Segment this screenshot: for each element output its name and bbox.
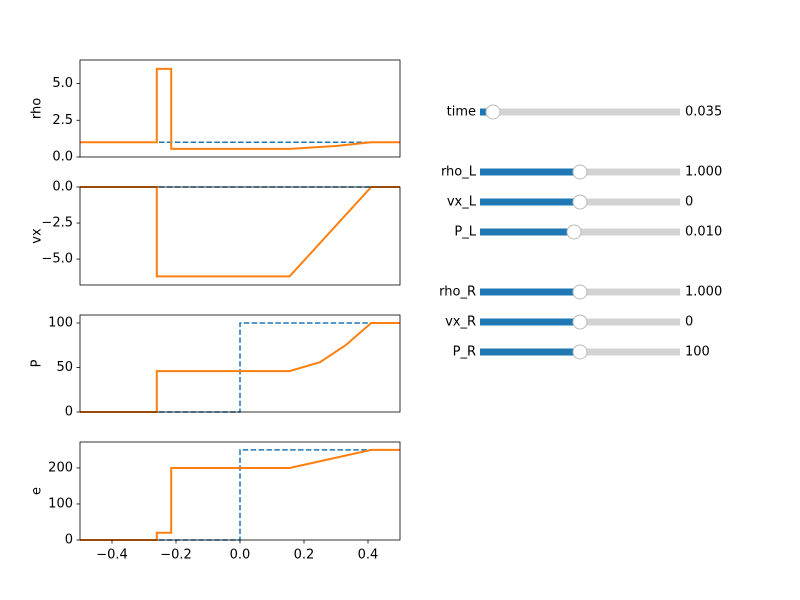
slider-handle[interactable] [572, 314, 588, 330]
slider-value: 1.000 [685, 285, 722, 300]
slider-value: 1.000 [685, 165, 722, 180]
plot-area [80, 187, 400, 285]
slider-label: P_R [453, 345, 476, 360]
slider-value: 0 [685, 315, 693, 330]
slider-handle[interactable] [572, 194, 588, 210]
series-line [80, 67, 400, 150]
slider-fill [480, 348, 580, 356]
slider-fill [480, 228, 574, 236]
y-tick-label: 0 [65, 405, 73, 420]
slider[interactable]: time 0.035 [447, 104, 723, 120]
y-tick-label: 200 [48, 460, 73, 475]
y-tick-label: 0 [65, 533, 73, 548]
x-tick-label: 0.4 [358, 548, 379, 563]
y-tick-label: 0.0 [52, 150, 73, 165]
slider-track[interactable] [480, 108, 680, 116]
slider[interactable]: P_L 0.010 [454, 224, 722, 240]
slider-handle[interactable] [572, 284, 588, 300]
series-line [80, 448, 400, 541]
axes-frame [79, 186, 401, 286]
y-tick-label: 0.0 [52, 180, 73, 195]
slider-handle[interactable] [485, 104, 501, 120]
y-tick-label: 50 [56, 360, 73, 375]
slider[interactable]: rho_L 1.000 [441, 164, 722, 180]
y-axis-label: P [30, 359, 45, 367]
slider-value: 100 [685, 345, 710, 360]
slider[interactable]: vx_R 0 [445, 314, 693, 330]
slider-label: rho_R [439, 285, 476, 300]
slider-label: rho_L [441, 165, 477, 180]
slider-fill [480, 288, 580, 296]
slider-label: vx_L [447, 195, 477, 210]
slider-label: time [447, 105, 476, 120]
y-axis-label: e [30, 487, 45, 495]
slider-value: 0.035 [685, 105, 722, 120]
x-tick-label: 0.2 [294, 548, 315, 563]
slider-value: 0.010 [685, 225, 722, 240]
y-tick-label: −2.5 [41, 216, 73, 231]
slider[interactable]: P_R 100 [453, 344, 710, 360]
slider-value: 0 [685, 195, 693, 210]
y-axis-label: vx [30, 228, 45, 244]
slider-fill [480, 318, 580, 326]
slider-label: P_L [454, 225, 476, 240]
x-tick-label: −0.4 [96, 548, 128, 563]
y-tick-label: 2.5 [52, 113, 73, 128]
panel: 0 100 200 −0.4 −0.2 0.0 0.2 0.4 e [30, 441, 401, 563]
y-tick-label: 100 [48, 316, 73, 331]
x-tick-label: 0.0 [230, 548, 251, 563]
slider-handle[interactable] [572, 344, 588, 360]
slider-handle[interactable] [566, 224, 582, 240]
panel: 0.0 −2.5 −5.0 vx [30, 180, 401, 286]
slider-handle[interactable] [572, 164, 588, 180]
y-tick-label: −5.0 [41, 252, 73, 267]
y-axis-label: rho [30, 98, 45, 119]
slider-fill [480, 198, 580, 206]
y-tick-label: 100 [48, 496, 73, 511]
axes-frame [79, 59, 401, 158]
slider-label: vx_R [445, 315, 476, 330]
panel: 0.0 2.5 5.0 rho [30, 59, 401, 165]
panel: 0 50 100 P [30, 314, 401, 420]
axes-frame [79, 314, 401, 413]
slider-fill [480, 168, 580, 176]
x-tick-label: −0.2 [160, 548, 192, 563]
plot-area [80, 60, 400, 157]
y-tick-label: 5.0 [52, 76, 73, 91]
series-line [80, 322, 400, 413]
slider[interactable]: rho_R 1.000 [439, 284, 722, 300]
slider[interactable]: vx_L 0 [447, 194, 693, 210]
